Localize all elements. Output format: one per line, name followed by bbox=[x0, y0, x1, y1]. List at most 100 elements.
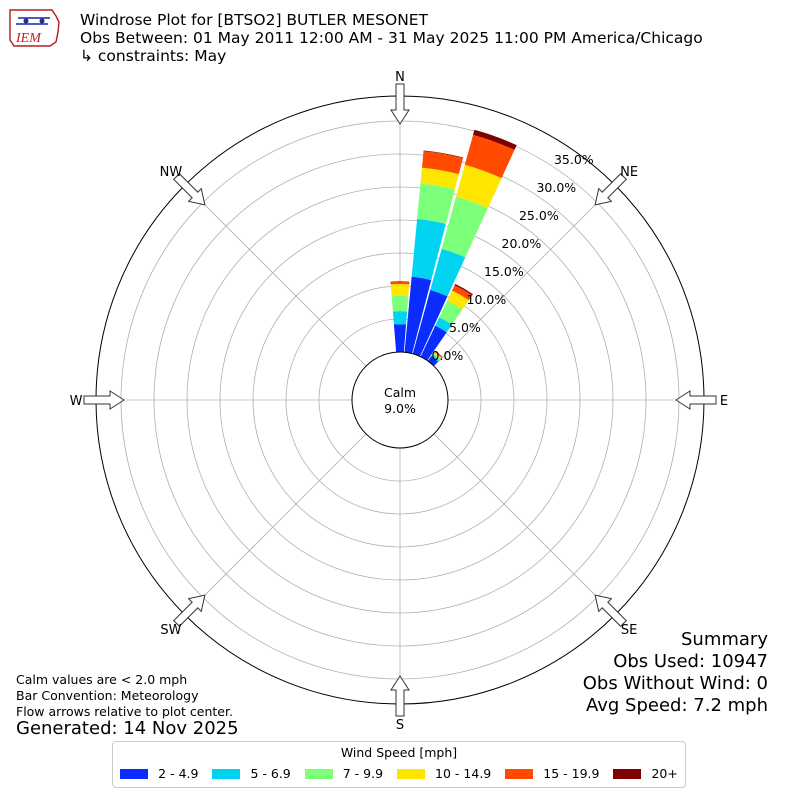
bar-segment bbox=[420, 167, 459, 190]
flow-arrow-icon bbox=[390, 83, 410, 125]
flow-arrow-icon bbox=[173, 594, 206, 627]
grid-ring bbox=[219, 219, 581, 581]
direction-arrow-w bbox=[83, 390, 125, 410]
legend-swatch bbox=[304, 768, 333, 779]
radial-tick-label: 5.0% bbox=[449, 320, 481, 335]
legend-item: 15 - 19.9 bbox=[505, 766, 599, 781]
legend-item: 10 - 14.9 bbox=[397, 766, 491, 781]
legend-label: 20+ bbox=[651, 766, 678, 781]
bar-segment bbox=[473, 129, 517, 150]
bar-segment bbox=[390, 281, 410, 283]
bar-segment bbox=[392, 311, 408, 325]
bar-segment bbox=[404, 276, 432, 354]
flow-arrow-icon bbox=[173, 173, 206, 206]
calm-circle bbox=[351, 351, 449, 449]
summary-title: Summary bbox=[681, 629, 768, 650]
legend-swatch bbox=[212, 768, 241, 779]
summary-obs-used: Obs Used: 10947 bbox=[613, 651, 768, 672]
chart-title: Windrose Plot for [BTSO2] BUTLER MESONET… bbox=[80, 11, 703, 65]
legend-item: 5 - 6.9 bbox=[212, 766, 291, 781]
legend-items: 2 - 4.9 5 - 6.9 7 - 9.9 10 - 14.9 15 - 19.9 2… bbox=[113, 766, 685, 781]
bar-segment bbox=[456, 164, 502, 209]
legend-label: 5 - 6.9 bbox=[250, 766, 291, 781]
radial-tick-label: 30.0% bbox=[536, 180, 576, 195]
flow-arrow-icon bbox=[594, 594, 627, 627]
logo-lettering: IEM bbox=[15, 31, 42, 46]
flow-arrow-icon bbox=[594, 173, 627, 206]
grid-ring bbox=[252, 252, 548, 548]
direction-label-s: S bbox=[396, 718, 404, 733]
direction-label-n: N bbox=[395, 70, 405, 85]
legend-item: 7 - 9.9 bbox=[304, 766, 384, 781]
legend-label: 2 - 4.9 bbox=[158, 766, 199, 781]
radial-tick-label: 20.0% bbox=[502, 236, 542, 251]
bar-segment bbox=[430, 248, 466, 297]
direction-label-sw: SW bbox=[160, 623, 181, 638]
direction-label-e: E bbox=[720, 394, 728, 409]
bar-segment bbox=[411, 218, 446, 281]
title-line-1: Windrose Plot for [BTSO2] BUTLER MESONET bbox=[80, 11, 429, 29]
bar-segment bbox=[427, 356, 438, 366]
bar-segment bbox=[435, 317, 452, 333]
direction-label-w: W bbox=[70, 394, 83, 409]
direction-label-nw: NW bbox=[160, 165, 183, 180]
legend-label: 7 - 9.9 bbox=[342, 766, 384, 781]
direction-arrow-s bbox=[390, 675, 410, 717]
bar-segment bbox=[434, 350, 443, 358]
direction-arrow-se bbox=[594, 594, 627, 627]
legend-item: 20+ bbox=[613, 766, 678, 781]
generated-date: Generated: 14 Nov 2025 bbox=[16, 718, 239, 739]
radial-tick-label: 0.0% bbox=[432, 348, 464, 363]
plot-notes: Calm values are < 2.0 mph Bar Convention… bbox=[16, 672, 233, 720]
legend-item: 2 - 4.9 bbox=[120, 766, 198, 781]
bar-segment bbox=[423, 150, 464, 159]
title-line-3: ↳ constraints: May bbox=[80, 47, 227, 65]
bar-segment bbox=[420, 325, 447, 361]
bar-segment bbox=[421, 151, 464, 175]
iem-logo: IEM bbox=[9, 9, 60, 47]
calm-label: Calm bbox=[384, 385, 416, 400]
direction-arrow-ne bbox=[594, 173, 627, 206]
flow-arrow-icon bbox=[675, 390, 717, 410]
calm-note: Calm values are < 2.0 mph bbox=[16, 672, 188, 687]
radial-tick-label: 10.0% bbox=[467, 292, 507, 307]
radial-tick-label: 15.0% bbox=[484, 264, 524, 279]
legend-swatch bbox=[505, 768, 534, 779]
direction-arrow-sw bbox=[173, 594, 206, 627]
direction-label-ne: NE bbox=[620, 165, 638, 180]
legend-swatch bbox=[120, 768, 149, 779]
direction-arrow-nw bbox=[173, 173, 206, 206]
legend-swatch bbox=[397, 768, 426, 779]
bar-segment bbox=[441, 196, 488, 258]
direction-arrow-e bbox=[675, 390, 717, 410]
summary-panel: Summary Obs Used: 10947 Obs Without Wind… bbox=[583, 629, 768, 717]
bar-segment bbox=[433, 351, 442, 359]
bar-segment bbox=[439, 300, 463, 325]
legend-title: Wind Speed [mph] bbox=[340, 745, 458, 760]
bar-segment bbox=[391, 295, 409, 312]
bar-segment bbox=[417, 183, 455, 224]
grid-spoke bbox=[433, 184, 616, 367]
direction-arrow-n bbox=[390, 83, 410, 125]
calm-value: 9.0% bbox=[384, 401, 416, 416]
grid-spoke bbox=[184, 433, 367, 616]
bar-segment bbox=[412, 290, 448, 357]
direction-label-se: SE bbox=[621, 623, 637, 638]
radial-tick-label: 35.0% bbox=[554, 152, 594, 167]
grid-spoke bbox=[433, 433, 616, 616]
grid-ring bbox=[186, 186, 614, 614]
grid-ring bbox=[153, 153, 647, 647]
legend-swatch bbox=[613, 768, 642, 779]
legend-label: 10 - 14.9 bbox=[435, 766, 492, 781]
bar-segment bbox=[393, 324, 407, 353]
bar-segment bbox=[454, 283, 473, 296]
summary-obs-without-wind: Obs Without Wind: 0 bbox=[582, 673, 768, 694]
title-line-2: Obs Between: 01 May 2011 12:00 AM - 31 M… bbox=[80, 29, 703, 47]
bar-segment bbox=[447, 290, 469, 310]
bar-segment bbox=[431, 354, 440, 362]
summary-avg-speed: Avg Speed: 7.2 mph bbox=[586, 695, 768, 716]
bar-convention-note: Bar Convention: Meteorology bbox=[16, 688, 199, 703]
grid-spoke bbox=[184, 184, 367, 367]
flow-arrows-note: Flow arrows relative to plot center. bbox=[16, 704, 233, 719]
